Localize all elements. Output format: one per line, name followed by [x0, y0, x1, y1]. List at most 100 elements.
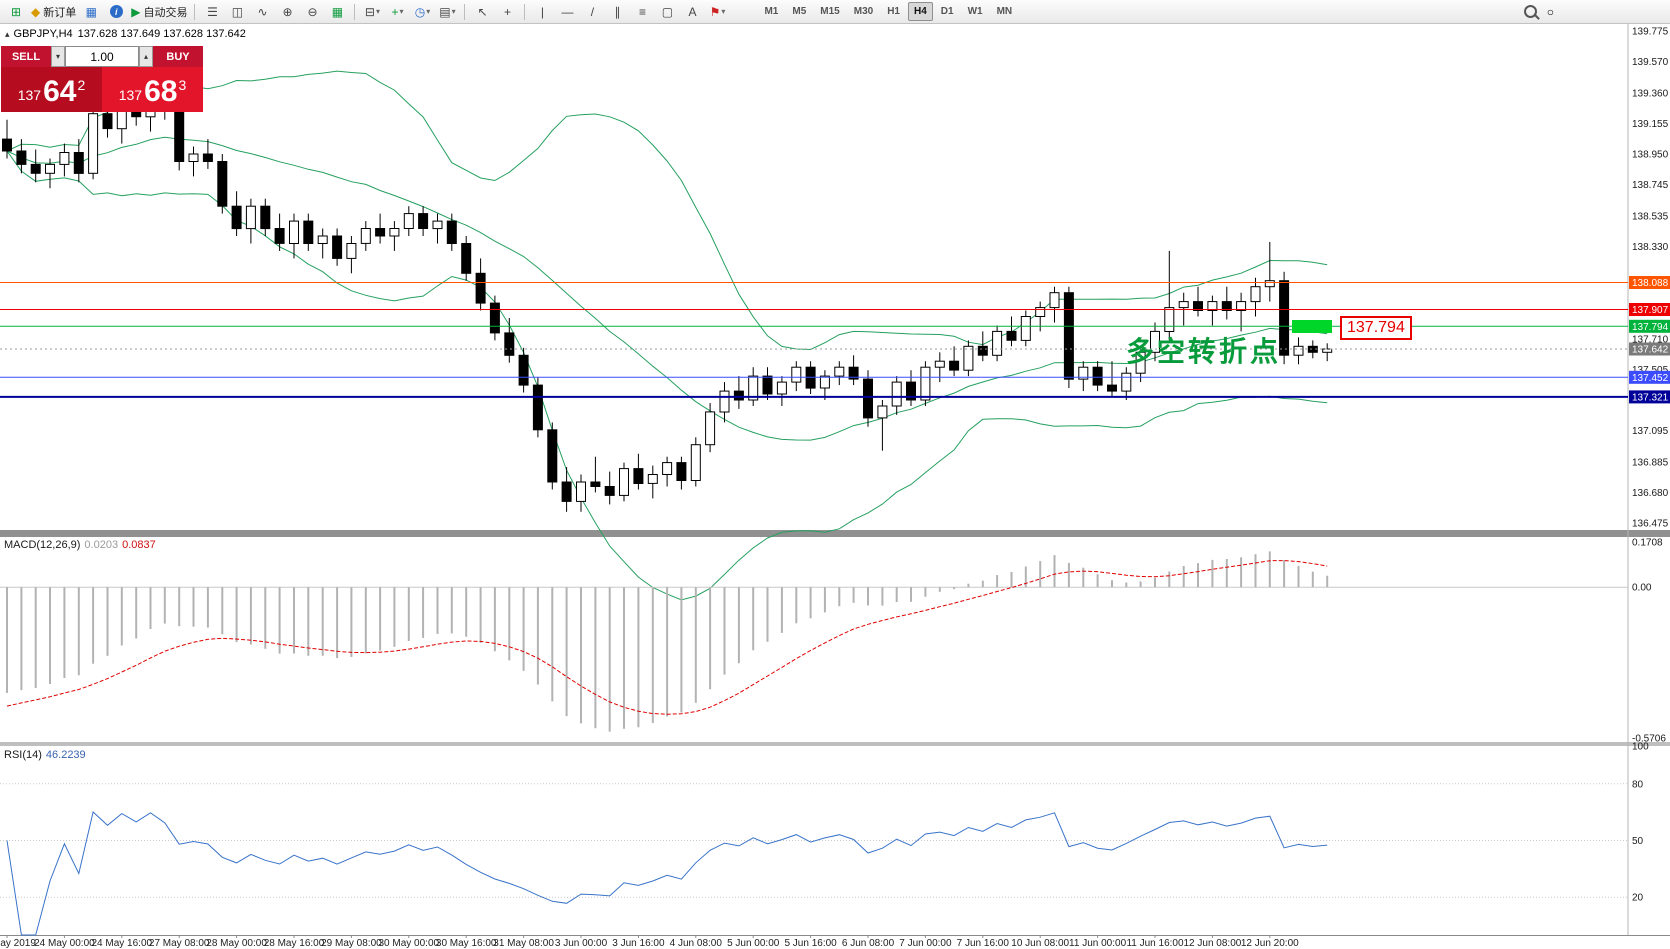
- arrows-tool-button[interactable]: ⚑ ▾: [705, 2, 729, 22]
- fibonacci-tool-icon[interactable]: ≡: [638, 4, 646, 19]
- main-toolbar: ⊞ ◆ 新订单 ▦ i ▶ 自动交易 ☰ ◫ ∿ ⊕ ⊖ ▦ ⊟ ▾ + ▾ ◷ ▾ …: [0, 0, 1670, 24]
- svg-text:5 Jun 00:00: 5 Jun 00:00: [727, 938, 780, 949]
- svg-text:137.452: 137.452: [1632, 373, 1669, 384]
- chevron-down-icon: ▾: [399, 7, 404, 16]
- new-chart-icon[interactable]: ⊞: [10, 4, 22, 19]
- candlestick-chart-icon[interactable]: ◫: [231, 4, 244, 19]
- chevron-down-icon: ▾: [426, 7, 431, 16]
- data-window-button[interactable]: i: [104, 2, 128, 22]
- timeframe-m30-button[interactable]: M30: [853, 6, 874, 17]
- macd-label: MACD(12,26,9) 0.0203 0.0837: [4, 539, 156, 551]
- sell-price-main: 137: [17, 87, 42, 103]
- indicators-button[interactable]: + ▾: [385, 2, 409, 22]
- info-icon: i: [109, 5, 123, 18]
- svg-text:138.088: 138.088: [1632, 278, 1669, 289]
- channel-tool-icon[interactable]: ∥: [614, 4, 621, 19]
- rsi-panel: 100 80 50 20: [0, 742, 1649, 936]
- grid-icon[interactable]: ▦: [331, 4, 344, 19]
- price-axis[interactable]: 139.775 139.570 139.360 139.155 138.950 138.7…: [1629, 27, 1670, 530]
- trendline-tool-icon[interactable]: /: [590, 4, 595, 19]
- buy-button[interactable]: BUY: [153, 46, 203, 67]
- svg-text:4 Jun 08:00: 4 Jun 08:00: [670, 938, 723, 949]
- periods-button[interactable]: ◷ ▾: [410, 2, 434, 22]
- svg-text:137.794: 137.794: [1632, 322, 1669, 333]
- svg-text:137.505: 137.505: [1632, 365, 1669, 376]
- search-icon[interactable]: [1523, 5, 1537, 18]
- buy-price-button[interactable]: 137 68 3: [102, 67, 203, 112]
- svg-text:139.360: 139.360: [1632, 88, 1669, 99]
- macd-value: 0.0203: [84, 539, 119, 551]
- timeframe-mn-button[interactable]: MN: [996, 6, 1013, 17]
- horizontal-line-tool-icon[interactable]: —: [561, 4, 574, 19]
- one-click-collapse-icon[interactable]: ▴: [5, 29, 10, 39]
- circle-icon[interactable]: ○: [1546, 4, 1554, 19]
- one-click-trading-panel: SELL ▾ ▴ BUY 137 64 2 137 68 3: [1, 46, 203, 112]
- svg-text:137.907: 137.907: [1632, 305, 1669, 316]
- svg-text:50: 50: [1632, 836, 1644, 847]
- svg-text:30 May 00:00: 30 May 00:00: [378, 938, 439, 949]
- cursor-icon[interactable]: ↖: [477, 4, 488, 19]
- svg-text:10 Jun 08:00: 10 Jun 08:00: [1011, 938, 1069, 949]
- panel-splitters[interactable]: [0, 530, 1670, 936]
- svg-text:7 Jun 16:00: 7 Jun 16:00: [957, 938, 1010, 949]
- templates-icon: ▤: [439, 4, 451, 19]
- volume-decrease-button[interactable]: ▾: [51, 46, 65, 67]
- buy-price-pips: 68: [144, 75, 178, 108]
- sell-price-button[interactable]: 137 64 2: [1, 67, 102, 112]
- periods-clock-icon: ◷: [414, 4, 426, 19]
- svg-text:31 May 08:00: 31 May 08:00: [493, 938, 554, 949]
- chevron-down-icon: ▾: [721, 7, 726, 16]
- templates-button[interactable]: ▤ ▾: [435, 2, 459, 22]
- svg-text:6 Jun 08:00: 6 Jun 08:00: [842, 938, 895, 949]
- toolbar-separator: [464, 3, 466, 20]
- shapes-tool-icon[interactable]: ▢: [661, 4, 674, 19]
- svg-text:28 May 16:00: 28 May 16:00: [264, 938, 325, 949]
- crosshair-icon[interactable]: +: [503, 4, 511, 19]
- timeframe-w1-button[interactable]: W1: [967, 6, 983, 17]
- volume-input[interactable]: [65, 46, 139, 67]
- toolbar-separator: [194, 3, 196, 20]
- price-highlight-marker: [1292, 320, 1332, 333]
- svg-text:138.535: 138.535: [1632, 211, 1669, 222]
- sell-button[interactable]: SELL: [1, 46, 51, 67]
- svg-text:27 May 08:00: 27 May 08:00: [149, 938, 210, 949]
- chart-canvas[interactable]: 139.775 139.570 139.360 139.155 138.950 138.7…: [0, 24, 1670, 949]
- volume-increase-button[interactable]: ▴: [139, 46, 153, 67]
- timeframe-m5-button[interactable]: M5: [792, 6, 807, 17]
- svg-text:24 May 00:00: 24 May 00:00: [34, 938, 95, 949]
- timeframe-m1-button[interactable]: M1: [764, 6, 779, 17]
- symbol-quote: 137.628 137.649 137.628 137.642: [77, 28, 246, 40]
- candles: [2, 78, 1333, 512]
- svg-text:3 Jun 00:00: 3 Jun 00:00: [555, 938, 608, 949]
- svg-text:136.475: 136.475: [1632, 519, 1669, 530]
- timeframe-m15-button[interactable]: M15: [820, 6, 840, 17]
- timeframe-d1-button[interactable]: D1: [940, 6, 954, 17]
- rsi-name: RSI(14): [4, 749, 42, 761]
- chart-annotation: 多空转折点: [1126, 335, 1282, 368]
- vertical-line-tool-icon[interactable]: |: [540, 4, 545, 19]
- autotrading-button[interactable]: ▶ 自动交易: [129, 2, 189, 22]
- svg-text:139.775: 139.775: [1632, 27, 1669, 38]
- line-chart-icon[interactable]: ∿: [257, 4, 268, 19]
- timeframe-h4-button[interactable]: H4: [907, 2, 933, 21]
- chevron-down-icon: ▾: [451, 7, 456, 16]
- buy-price-main: 137: [118, 87, 143, 103]
- autotrading-play-icon: ▶: [131, 4, 141, 19]
- new-order-button[interactable]: ◆ 新订单: [29, 2, 78, 22]
- svg-text:12 Jun 20:00: 12 Jun 20:00: [1241, 938, 1299, 949]
- market-watch-icon[interactable]: ▦: [85, 4, 97, 19]
- macd-signal-value: 0.0837: [122, 539, 156, 551]
- buy-price-point: 3: [178, 77, 187, 93]
- text-tool-icon[interactable]: A: [688, 4, 697, 19]
- zoom-in-icon[interactable]: ⊕: [282, 4, 293, 19]
- svg-text:20: 20: [1632, 893, 1644, 904]
- svg-text:7 Jun 00:00: 7 Jun 00:00: [899, 938, 952, 949]
- tile-windows-button[interactable]: ⊟ ▾: [360, 2, 384, 22]
- timeframe-h1-button[interactable]: H1: [887, 6, 900, 17]
- svg-text:29 May 08:00: 29 May 08:00: [321, 938, 382, 949]
- bar-chart-icon[interactable]: ☰: [207, 4, 218, 19]
- svg-text:137.095: 137.095: [1632, 426, 1669, 437]
- zoom-out-icon[interactable]: ⊖: [307, 4, 318, 19]
- symbol-title: GBPJPY,H4: [13, 28, 73, 40]
